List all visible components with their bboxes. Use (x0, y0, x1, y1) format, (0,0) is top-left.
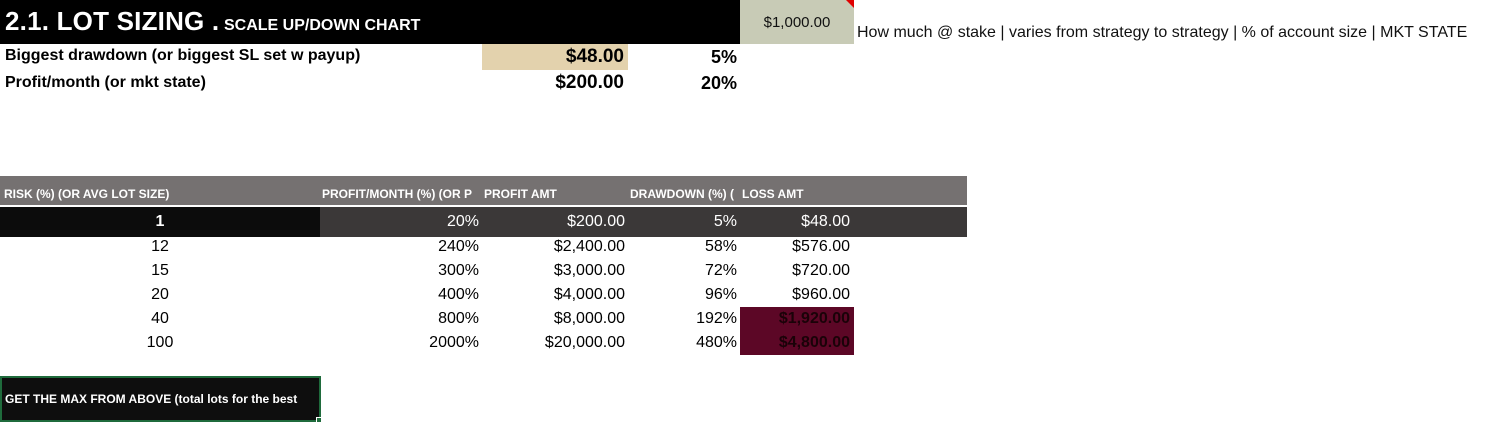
drawdown-percent-cell[interactable]: 480% (696, 334, 737, 351)
risk-cell[interactable]: 1 (0, 207, 320, 237)
profit-amount-cell[interactable]: $20,000.00 (544, 334, 625, 351)
profit-month-percent[interactable]: 20% (700, 73, 737, 93)
table-row: 40 800% $8,000.00 192% $1,920.00 (0, 307, 967, 331)
profit-percent-cell[interactable]: 400% (438, 286, 479, 303)
profit-amount-cell[interactable]: $4,000.00 (553, 286, 625, 303)
table-row: 12 240% $2,400.00 58% $576.00 (0, 235, 967, 259)
header-profit-percent: PROFIT/MONTH (%) (OR P (322, 187, 472, 201)
fill-handle[interactable] (316, 417, 322, 423)
drawdown-amount-cell[interactable] (482, 44, 628, 70)
table-row: 100 2000% $20,000.00 480% $4,800.00 (0, 331, 967, 355)
profit-amount-cell[interactable]: $8,000.00 (553, 310, 625, 327)
profit-month-label: Profit/month (or mkt state) (5, 74, 206, 91)
profit-percent-cell[interactable]: 240% (438, 238, 479, 255)
drawdown-percent[interactable]: 5% (710, 47, 737, 67)
get-max-cell[interactable]: GET THE MAX FROM ABOVE (total lots for t… (0, 376, 321, 422)
drawdown-percent-cell[interactable]: 58% (704, 238, 737, 255)
table-row: 20 400% $4,000.00 96% $960.00 (0, 283, 967, 307)
risk-cell[interactable]: 12 (151, 238, 169, 255)
risk-cell[interactable]: 15 (151, 262, 169, 279)
risk-cell[interactable]: 40 (151, 310, 169, 327)
page-title: 2.1. LOT SIZING . (5, 6, 220, 36)
loss-amount-cell-warning[interactable]: $4,800.00 (740, 331, 854, 355)
header-loss-amount: LOSS AMT (742, 187, 804, 201)
profit-percent-cell[interactable]: 800% (438, 310, 479, 327)
loss-amount-cell[interactable]: $960.00 (792, 286, 850, 303)
header-profit-amount: PROFIT AMT (484, 187, 557, 201)
table-row: 1 20% $200.00 5% $48.00 (0, 207, 967, 237)
page-subtitle: SCALE UP/DOWN CHART (224, 17, 421, 34)
drawdown-percent-cell[interactable]: 5% (713, 213, 737, 230)
risk-cell[interactable]: 20 (151, 286, 169, 303)
drawdown-label: Biggest drawdown (or biggest SL set w pa… (5, 47, 361, 64)
drawdown-percent-cell[interactable]: 72% (704, 262, 737, 279)
drawdown-percent-cell[interactable]: 96% (704, 286, 737, 303)
account-size-value: $1,000.00 (763, 14, 831, 31)
table-row: 15 300% $3,000.00 72% $720.00 (0, 259, 967, 283)
profit-percent-cell[interactable]: 300% (438, 262, 479, 279)
profit-percent-cell[interactable]: 20% (446, 213, 479, 230)
comment-indicator-icon[interactable] (846, 0, 854, 8)
loss-amount-cell[interactable]: $720.00 (792, 262, 850, 279)
profit-amount-cell[interactable]: $200.00 (567, 213, 625, 230)
risk-cell[interactable]: 100 (146, 334, 174, 351)
loss-amount-cell[interactable]: $48.00 (801, 213, 850, 230)
header-drawdown-percent: DRAWDOWN (%) ( (630, 187, 734, 201)
drawdown-amount: $48.00 (565, 46, 624, 67)
title-bar: 2.1. LOT SIZING . SCALE UP/DOWN CHART (0, 0, 740, 44)
drawdown-percent-cell[interactable]: 192% (696, 310, 737, 327)
profit-amount-cell[interactable]: $3,000.00 (553, 262, 625, 279)
loss-amount-cell[interactable]: $576.00 (792, 238, 850, 255)
profit-month-amount[interactable]: $200.00 (555, 72, 624, 93)
header-risk: RISK (%) (OR AVG LOT SIZE) (4, 187, 170, 201)
account-size-cell[interactable]: $1,000.00 (740, 0, 854, 44)
profit-amount-cell[interactable]: $2,400.00 (553, 238, 625, 255)
loss-amount-cell-warning[interactable]: $1,920.00 (740, 307, 854, 331)
account-note: How much @ stake | varies from strategy … (857, 24, 1468, 41)
table-header: RISK (%) (OR AVG LOT SIZE) PROFIT/MONTH … (0, 176, 967, 205)
profit-percent-cell[interactable]: 2000% (429, 334, 479, 351)
